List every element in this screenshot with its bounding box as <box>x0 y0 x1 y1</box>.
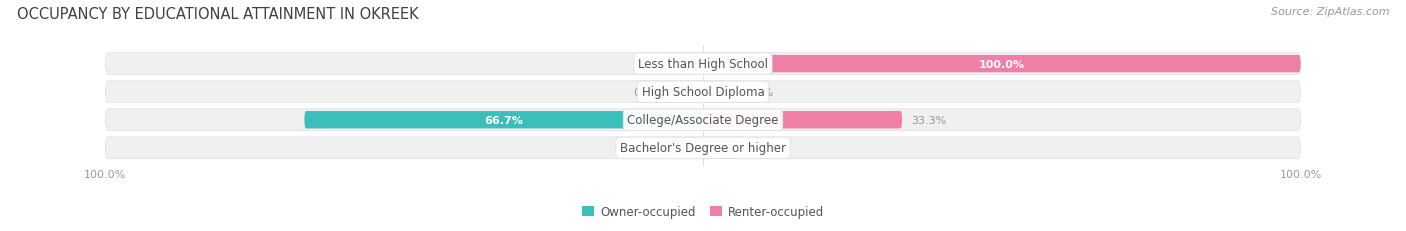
FancyBboxPatch shape <box>703 112 903 129</box>
FancyBboxPatch shape <box>668 140 703 157</box>
FancyBboxPatch shape <box>105 53 1301 75</box>
FancyBboxPatch shape <box>668 56 703 73</box>
Text: College/Associate Degree: College/Associate Degree <box>627 114 779 127</box>
FancyBboxPatch shape <box>105 81 1301 103</box>
Text: 0.0%: 0.0% <box>633 87 661 97</box>
Text: 0.0%: 0.0% <box>633 59 661 69</box>
FancyBboxPatch shape <box>703 84 740 101</box>
Text: OCCUPANCY BY EDUCATIONAL ATTAINMENT IN OKREEK: OCCUPANCY BY EDUCATIONAL ATTAINMENT IN O… <box>17 7 419 22</box>
Legend: Owner-occupied, Renter-occupied: Owner-occupied, Renter-occupied <box>578 201 828 223</box>
Text: 100.0%: 100.0% <box>979 59 1025 69</box>
FancyBboxPatch shape <box>703 56 1301 73</box>
Text: 66.7%: 66.7% <box>484 115 523 125</box>
Text: High School Diploma: High School Diploma <box>641 86 765 99</box>
Text: Bachelor's Degree or higher: Bachelor's Degree or higher <box>620 142 786 155</box>
FancyBboxPatch shape <box>668 84 703 101</box>
Text: 0.0%: 0.0% <box>745 87 773 97</box>
FancyBboxPatch shape <box>703 140 740 157</box>
Text: Less than High School: Less than High School <box>638 58 768 71</box>
Text: 33.3%: 33.3% <box>911 115 946 125</box>
Text: 0.0%: 0.0% <box>633 143 661 153</box>
FancyBboxPatch shape <box>305 112 703 129</box>
FancyBboxPatch shape <box>105 137 1301 159</box>
FancyBboxPatch shape <box>105 109 1301 131</box>
Text: Source: ZipAtlas.com: Source: ZipAtlas.com <box>1271 7 1389 17</box>
Text: 0.0%: 0.0% <box>745 143 773 153</box>
